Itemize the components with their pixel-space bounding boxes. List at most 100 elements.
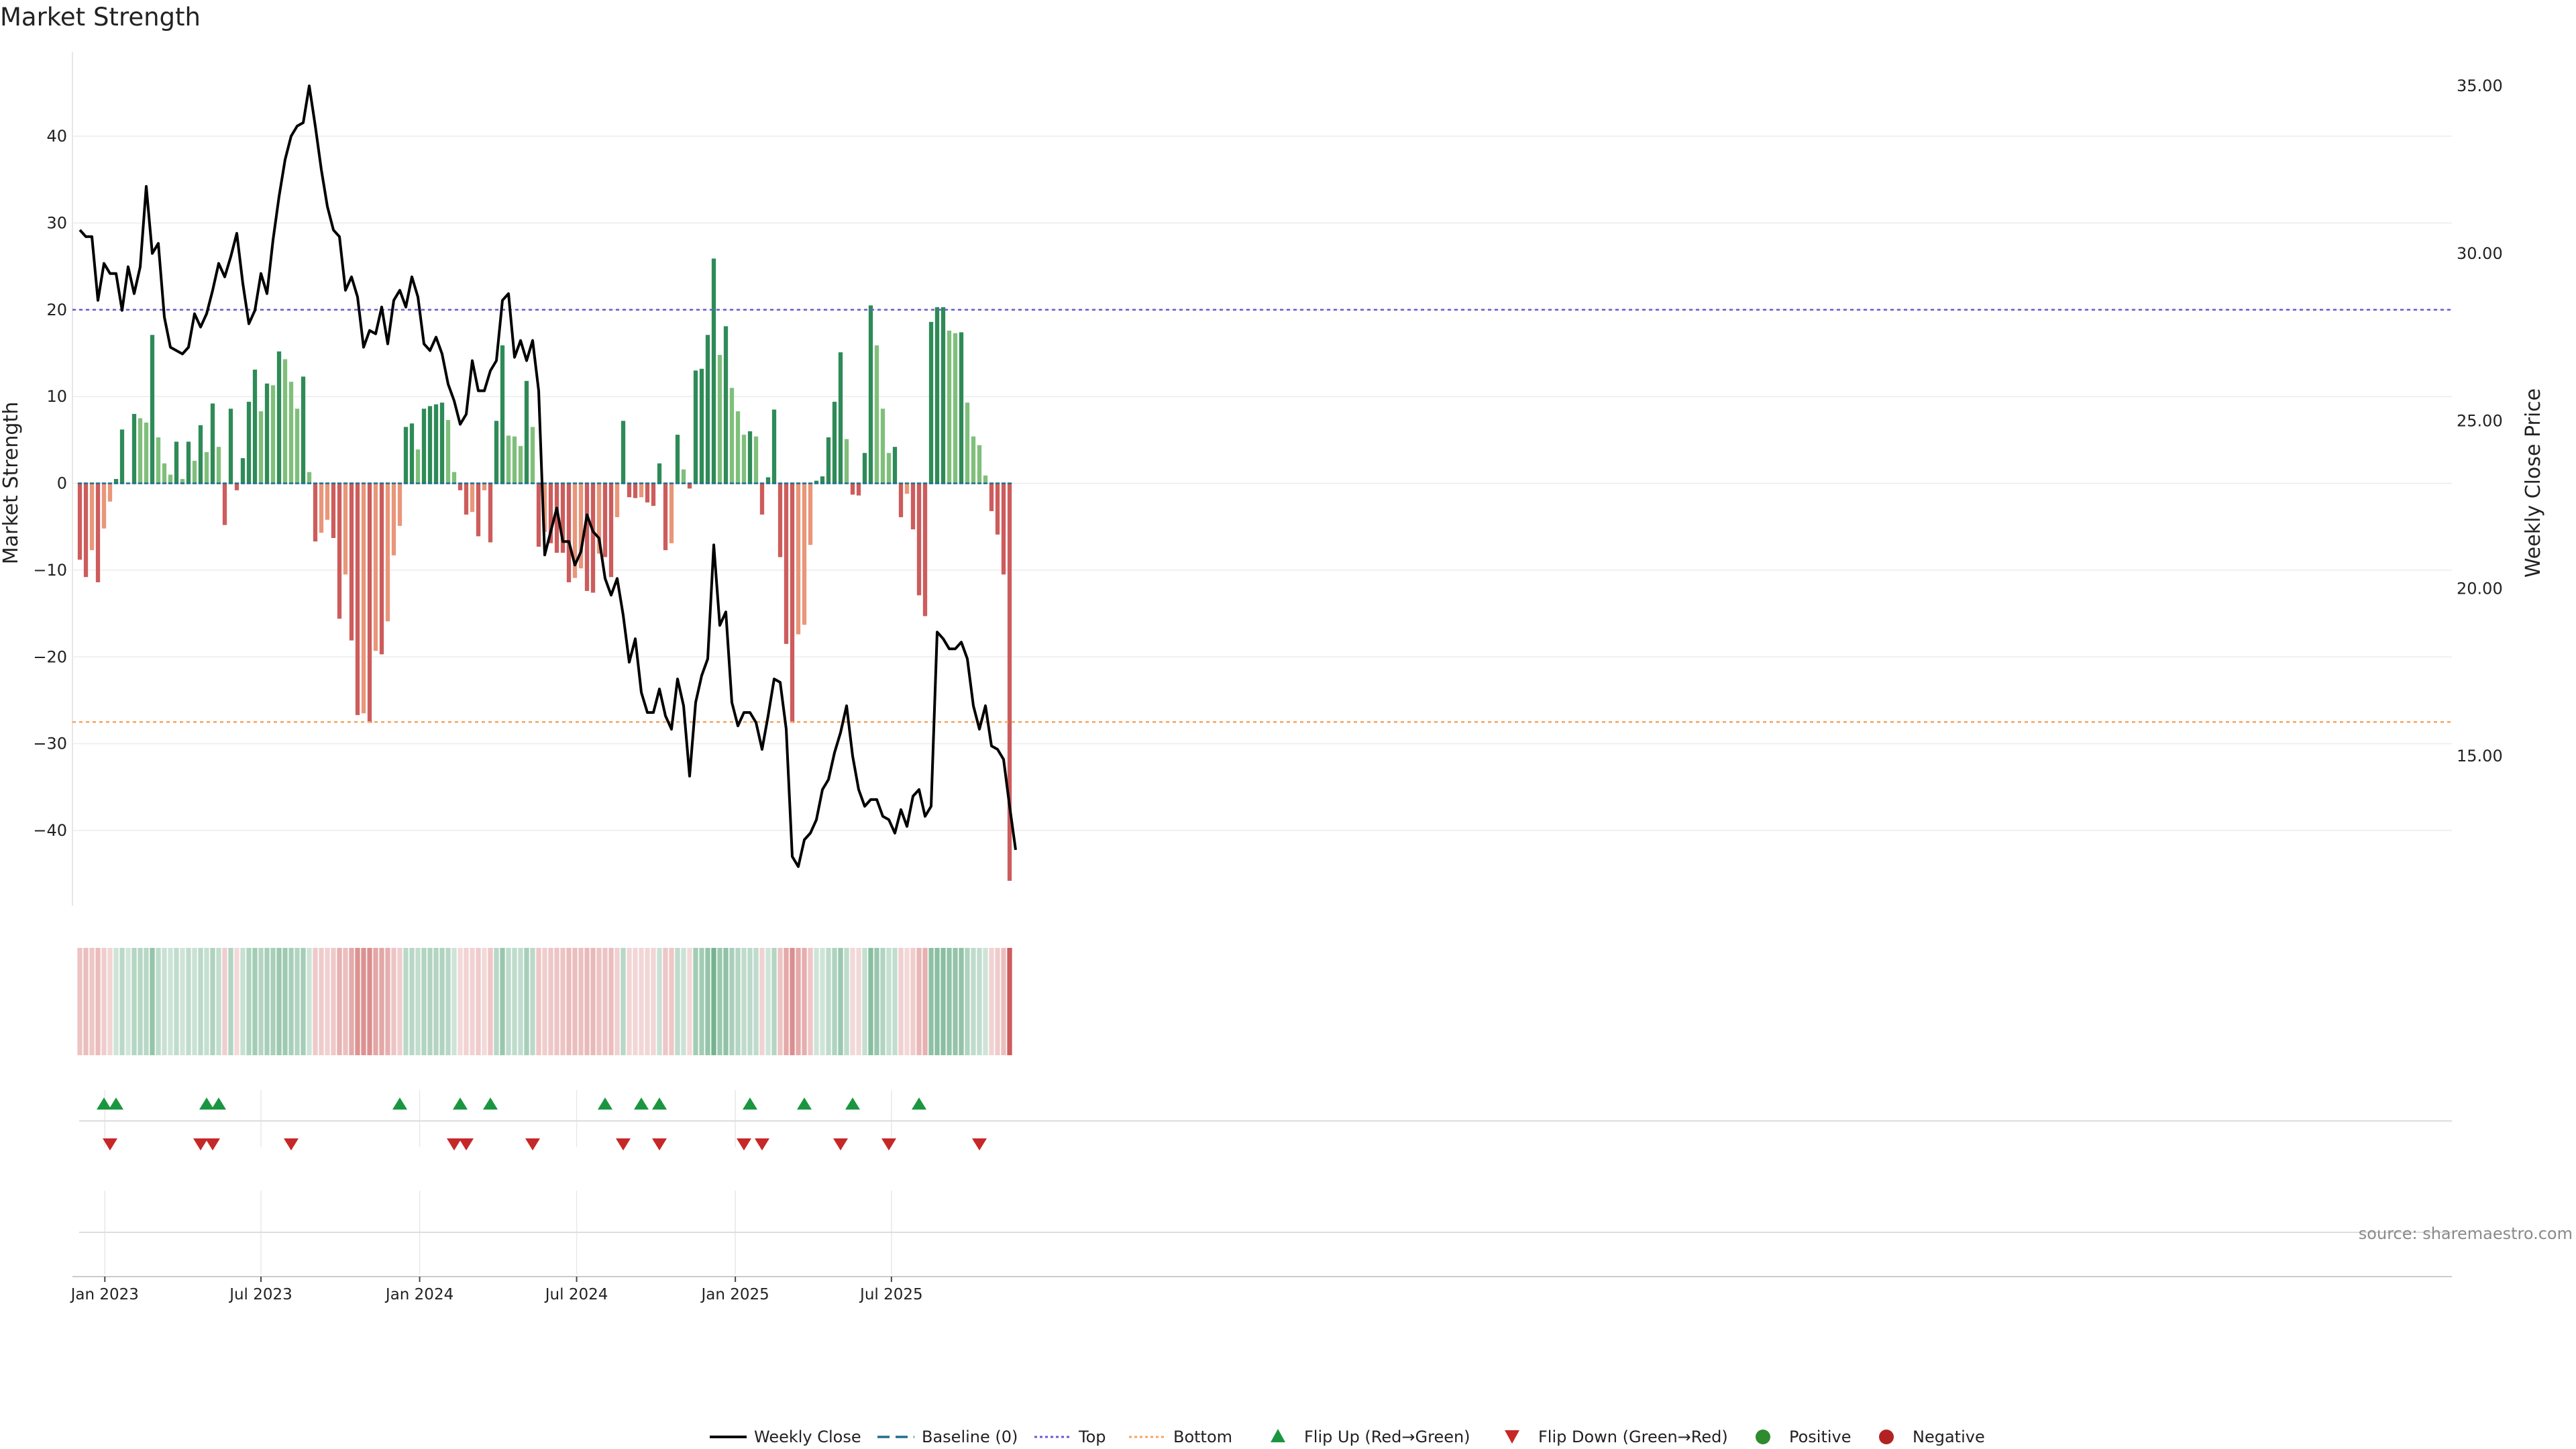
flip-down-marker xyxy=(616,1138,631,1150)
strength-bar xyxy=(156,437,161,484)
heat-cell xyxy=(506,948,511,1055)
x-tick-label: Jul 2023 xyxy=(228,1286,292,1303)
flip-up-marker xyxy=(453,1097,468,1110)
strength-bar xyxy=(633,483,638,498)
strength-bar xyxy=(282,359,288,484)
heat-cell xyxy=(421,948,427,1055)
left-tick-label: −30 xyxy=(33,735,67,753)
strength-bar xyxy=(741,435,747,484)
strength-bar xyxy=(814,480,819,484)
left-tick-label: 0 xyxy=(57,474,67,493)
strength-bar xyxy=(796,483,801,635)
heat-cell xyxy=(560,948,566,1055)
heat-cell xyxy=(856,948,861,1055)
strength-bar xyxy=(898,483,904,517)
strength-bar xyxy=(590,483,596,593)
left-tick-label: 30 xyxy=(46,213,67,232)
legend-circle xyxy=(1879,1430,1894,1444)
flip-up-marker xyxy=(392,1097,407,1110)
heat-cell xyxy=(385,948,390,1055)
strength-bar xyxy=(174,441,179,484)
heat-cell xyxy=(119,948,125,1055)
strength-bar xyxy=(313,483,318,542)
heat-cell xyxy=(210,948,215,1055)
heat-cell xyxy=(596,948,602,1055)
legend: Weekly Close Baseline (0) Top Bottom Flip Up… xyxy=(710,1428,1985,1446)
strength-bar xyxy=(971,436,976,484)
legend-item: Flip Up (Red→Green) xyxy=(1271,1428,1470,1446)
heat-cell xyxy=(922,948,928,1055)
heat-cell xyxy=(355,948,360,1055)
strength-bar xyxy=(663,483,668,551)
strength-bar xyxy=(856,483,861,496)
heat-cell xyxy=(144,948,149,1055)
right-tick-label: 20.00 xyxy=(2457,579,2503,598)
strength-bar xyxy=(246,401,252,484)
heat-cell xyxy=(910,948,916,1055)
heat-cell xyxy=(282,948,288,1055)
heat-cell xyxy=(627,948,632,1055)
strength-bar xyxy=(252,370,258,484)
heat-cell xyxy=(717,948,722,1055)
strength-bar xyxy=(723,326,729,484)
strength-bar xyxy=(512,436,517,484)
strength-bar xyxy=(614,483,620,517)
heat-cell xyxy=(391,948,396,1055)
heat-cell xyxy=(989,948,994,1055)
strength-bar xyxy=(548,483,553,543)
flip-up-marker xyxy=(652,1097,667,1110)
strength-bar xyxy=(294,409,300,484)
heat-cell xyxy=(500,948,505,1055)
heat-cell xyxy=(536,948,541,1055)
heat-cell xyxy=(832,948,837,1055)
strength-bar xyxy=(319,483,324,533)
strength-bar xyxy=(959,332,964,484)
heat-cell xyxy=(838,948,843,1055)
strength-bar xyxy=(705,335,710,484)
strength-bar xyxy=(361,483,366,714)
heat-cell xyxy=(602,948,608,1055)
bottom-panel: Jan 2023 Jul 2023 Jan 2024 Jul 2024 Jan 2025… xyxy=(70,1224,2573,1303)
strength-bar xyxy=(771,409,777,484)
heat-cell xyxy=(294,948,300,1055)
strength-bar xyxy=(941,307,946,484)
strength-bar xyxy=(681,469,686,484)
strength-bar xyxy=(862,453,867,484)
flip-down-marker xyxy=(833,1138,848,1150)
strength-bar xyxy=(337,483,342,619)
heat-cell xyxy=(337,948,342,1055)
heat-cell xyxy=(983,948,988,1055)
strength-bar xyxy=(850,483,855,495)
flip-down-marker xyxy=(652,1138,667,1150)
heat-cell xyxy=(880,948,885,1055)
heat-cell xyxy=(319,948,324,1055)
strength-bar xyxy=(518,445,523,484)
strength-bar xyxy=(753,436,759,484)
strength-bar xyxy=(168,474,173,484)
heat-cell xyxy=(445,948,451,1055)
strength-bar xyxy=(222,483,227,525)
flip-panel xyxy=(79,1097,2452,1150)
heat-cell xyxy=(687,948,692,1055)
strength-bar xyxy=(349,483,354,641)
strength-bar xyxy=(759,483,765,515)
strength-bar xyxy=(566,483,572,582)
flip-up-marker xyxy=(199,1097,214,1110)
heat-cell xyxy=(554,948,559,1055)
heat-cell xyxy=(464,948,469,1055)
strength-bar xyxy=(578,483,584,569)
heat-cell xyxy=(258,948,264,1055)
flip-up-marker xyxy=(483,1097,498,1110)
heat-cell xyxy=(947,948,952,1055)
heat-cell xyxy=(427,948,433,1055)
heat-cell xyxy=(156,948,161,1055)
heat-cell xyxy=(784,948,789,1055)
strength-bar xyxy=(331,483,336,539)
heat-cell xyxy=(361,948,366,1055)
heat-cell xyxy=(651,948,656,1055)
heat-cell xyxy=(276,948,282,1055)
strength-bar xyxy=(421,409,427,484)
legend-item: Baseline (0) xyxy=(877,1428,1018,1446)
strength-bar xyxy=(500,345,505,484)
heat-cell xyxy=(301,948,306,1055)
